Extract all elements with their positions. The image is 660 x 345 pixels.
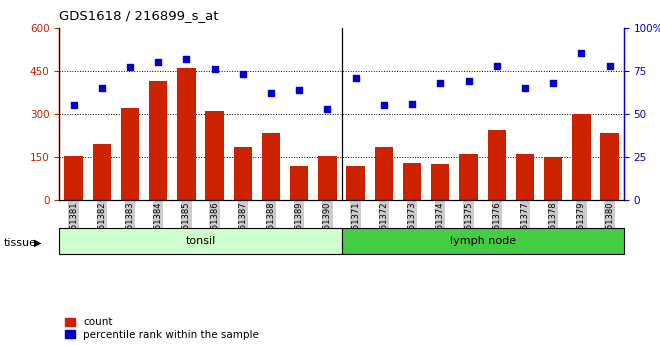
Point — [322, 106, 333, 111]
Point — [435, 80, 446, 86]
Legend: count, percentile rank within the sample: count, percentile rank within the sample — [65, 317, 259, 340]
Point — [492, 63, 502, 68]
Bar — [346, 166, 365, 200]
Text: tissue: tissue — [3, 238, 36, 248]
Bar — [375, 147, 393, 200]
Bar — [342, 228, 624, 254]
Point — [96, 85, 107, 91]
Bar — [92, 144, 111, 200]
Bar — [318, 156, 337, 200]
Point — [294, 87, 304, 92]
Bar — [572, 114, 591, 200]
Bar — [403, 163, 421, 200]
Point — [153, 59, 164, 65]
Bar — [177, 68, 195, 200]
Bar — [262, 132, 280, 200]
Point — [605, 63, 615, 68]
Bar — [205, 111, 224, 200]
Point — [125, 65, 135, 70]
Point — [209, 66, 220, 72]
Point — [266, 90, 277, 96]
Point — [379, 102, 389, 108]
Point — [350, 75, 361, 80]
Point — [519, 85, 530, 91]
Bar — [290, 166, 308, 200]
Point — [238, 71, 248, 77]
Bar — [544, 157, 562, 200]
Text: tonsil: tonsil — [185, 236, 216, 246]
Bar — [59, 228, 342, 254]
Text: lymph node: lymph node — [449, 236, 515, 246]
Point — [576, 51, 587, 56]
Bar — [488, 130, 506, 200]
Bar — [64, 156, 82, 200]
Bar — [459, 154, 478, 200]
Bar — [234, 147, 252, 200]
Text: GDS1618 / 216899_s_at: GDS1618 / 216899_s_at — [59, 9, 219, 22]
Point — [407, 101, 417, 106]
Bar — [431, 164, 449, 200]
Point — [463, 78, 474, 84]
Bar — [121, 108, 139, 200]
Point — [68, 102, 79, 108]
Point — [181, 56, 191, 61]
Bar — [149, 81, 168, 200]
Bar — [515, 154, 534, 200]
Bar — [601, 132, 619, 200]
Text: ▶: ▶ — [34, 238, 42, 248]
Point — [548, 80, 558, 86]
